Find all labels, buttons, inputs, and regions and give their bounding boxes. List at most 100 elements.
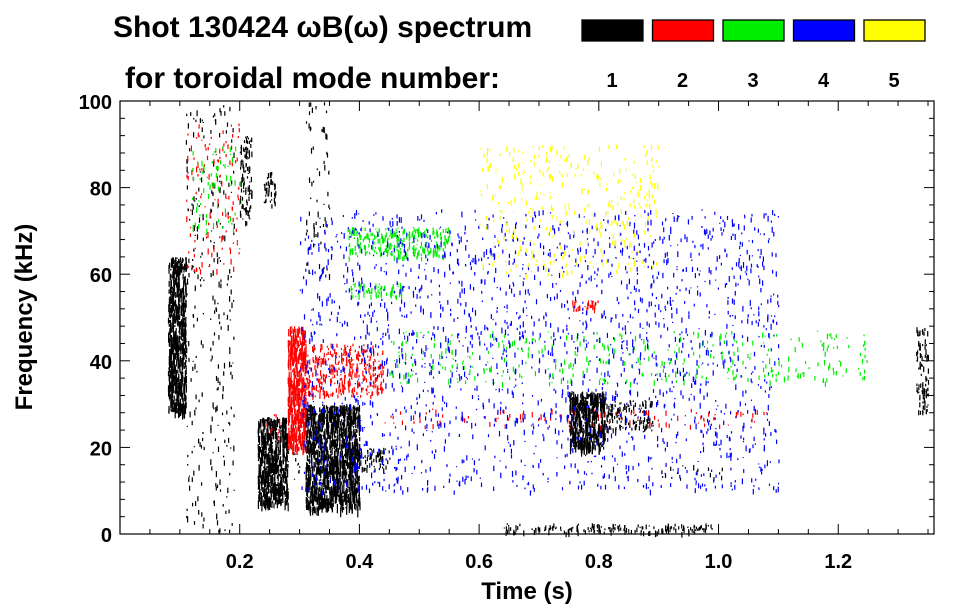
spectral-point <box>307 435 309 439</box>
spectral-point <box>303 444 305 454</box>
spectral-point <box>586 413 588 415</box>
spectral-point <box>357 499 359 504</box>
spectral-point <box>357 351 359 355</box>
spectral-point <box>174 364 176 375</box>
spectral-point <box>349 378 351 383</box>
spectral-point <box>274 423 276 431</box>
spectral-point <box>211 355 213 360</box>
spectral-point <box>182 320 184 330</box>
spectral-point <box>245 210 247 216</box>
spectral-point <box>307 384 310 387</box>
spectral-point <box>576 442 578 448</box>
spectral-point <box>594 444 596 447</box>
spectral-point <box>580 422 582 431</box>
spectral-point <box>571 425 573 435</box>
spectral-point <box>179 368 181 373</box>
spectral-point <box>549 525 551 531</box>
spectral-point <box>324 417 326 419</box>
spectral-point <box>367 454 369 458</box>
spectral-point <box>176 358 178 364</box>
spectral-point <box>589 440 591 448</box>
spectral-point <box>272 181 274 186</box>
spectral-point <box>284 501 286 511</box>
spectral-point <box>262 489 264 492</box>
spectral-point <box>211 190 213 194</box>
spectral-point <box>219 381 221 386</box>
spectral-point <box>328 435 330 440</box>
spectral-point <box>339 436 341 447</box>
spectral-point <box>316 468 318 475</box>
spectral-point <box>372 385 374 387</box>
spectral-point <box>298 354 300 364</box>
spectral-point <box>169 371 171 374</box>
spectral-point <box>171 297 173 304</box>
spectral-point <box>669 527 671 530</box>
spectral-point <box>582 408 584 419</box>
spectral-point <box>176 257 178 259</box>
spectral-point <box>181 338 183 342</box>
spectral-point <box>648 416 650 421</box>
spectral-point <box>922 401 924 404</box>
spectral-point <box>920 373 922 376</box>
spectral-point <box>349 470 351 472</box>
spectral-point <box>924 400 926 407</box>
spectral-point <box>336 406 338 412</box>
spectral-point <box>341 433 343 436</box>
spectral-point <box>353 485 356 492</box>
spectral-point <box>267 437 270 439</box>
spectral-point <box>264 439 267 450</box>
spectral-point <box>305 383 307 388</box>
spectral-point <box>381 388 383 395</box>
spectral-point <box>187 123 189 129</box>
spectral-point <box>307 387 309 390</box>
spectral-point <box>185 368 187 375</box>
spectral-point <box>313 474 315 480</box>
spectral-point <box>275 414 277 418</box>
spectral-point <box>622 427 624 429</box>
spectral-point <box>259 469 261 471</box>
spectral-point <box>308 393 310 396</box>
spectral-point <box>192 204 194 210</box>
spectral-point <box>286 479 288 489</box>
spectral-point <box>195 407 197 410</box>
spectral-point <box>262 501 264 507</box>
spectral-point <box>193 132 195 138</box>
spectral-point <box>269 501 271 510</box>
spectral-point <box>177 271 179 277</box>
spectral-point <box>711 528 713 530</box>
spectral-point <box>359 443 361 451</box>
spectral-point <box>277 469 279 476</box>
spectral-point <box>342 438 344 448</box>
spectral-point <box>288 355 290 363</box>
spectral-point <box>369 456 372 460</box>
spectral-point <box>183 268 185 273</box>
spectral-point <box>246 156 248 160</box>
spectral-point <box>186 425 188 427</box>
spectral-point <box>322 423 324 427</box>
spectral-point <box>570 414 572 416</box>
spectral-point <box>190 378 192 382</box>
spectral-point <box>321 128 323 132</box>
spectral-point <box>245 153 247 160</box>
spectral-point <box>336 408 338 417</box>
spectral-point <box>573 437 575 447</box>
spectral-point <box>243 208 245 211</box>
spectral-point <box>569 438 572 444</box>
spectral-point <box>329 351 331 356</box>
spectral-point <box>337 492 339 497</box>
spectral-point <box>199 171 201 173</box>
spectral-point <box>300 388 302 393</box>
spectral-point <box>178 344 180 348</box>
spectral-point <box>232 460 234 466</box>
spectral-point <box>241 179 243 183</box>
spectral-point <box>185 354 187 359</box>
spectral-point <box>378 468 380 471</box>
spectral-point <box>249 206 251 208</box>
spectral-point <box>226 122 229 127</box>
spectral-point <box>306 408 308 417</box>
spectral-point <box>923 397 925 404</box>
spectral-point <box>173 309 175 317</box>
spectral-point <box>221 181 223 187</box>
spectral-point <box>178 354 180 364</box>
spectral-point <box>266 453 268 462</box>
